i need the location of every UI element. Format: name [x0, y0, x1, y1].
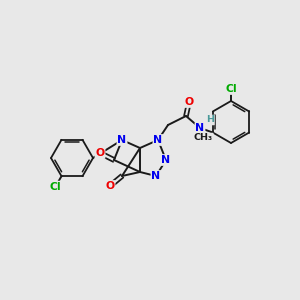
Text: O: O [95, 148, 105, 158]
Text: O: O [184, 97, 194, 107]
Text: N: N [161, 155, 171, 165]
Text: CH₃: CH₃ [194, 134, 213, 142]
Text: N: N [195, 123, 205, 133]
Text: N: N [153, 135, 163, 145]
Text: N: N [152, 171, 160, 181]
Text: Cl: Cl [225, 84, 237, 94]
Text: O: O [105, 181, 115, 191]
Text: H: H [206, 116, 214, 124]
Text: Cl: Cl [50, 182, 61, 192]
Text: N: N [117, 135, 127, 145]
